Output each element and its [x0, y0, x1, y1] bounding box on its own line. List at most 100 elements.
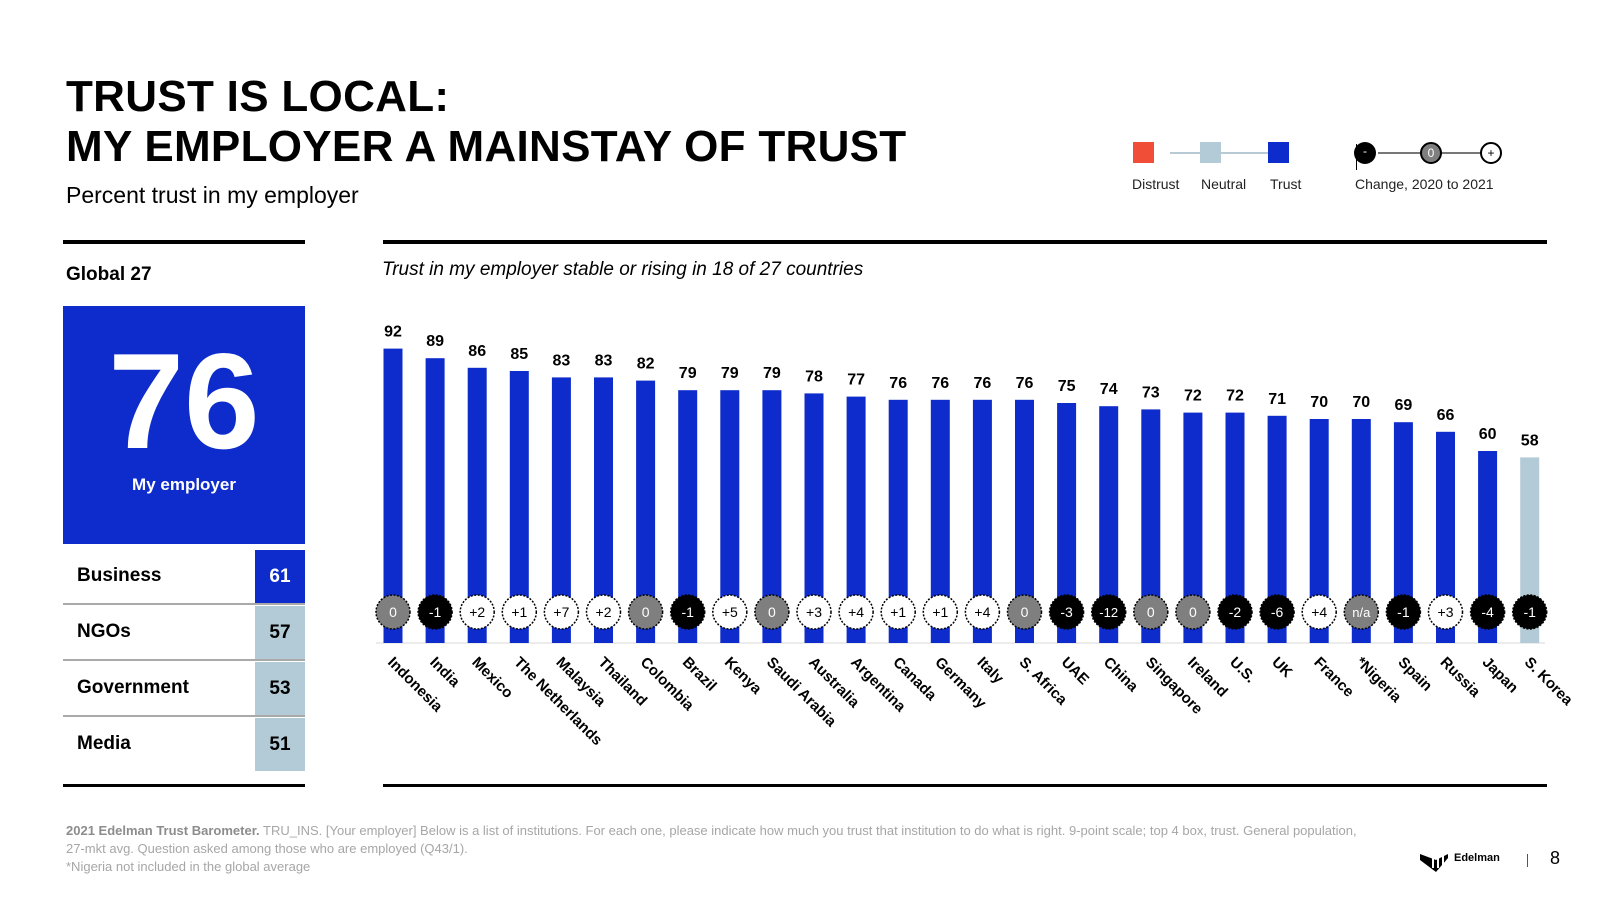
change-badge — [1217, 594, 1253, 630]
change-badge — [375, 594, 411, 630]
chart-subtitle: Trust in my employer stable or rising in… — [382, 259, 864, 280]
change-badge-label: 0 — [1021, 604, 1029, 620]
bar-value-label: 76 — [931, 375, 949, 392]
change-badge-label: +5 — [722, 604, 738, 620]
change-badge — [922, 594, 959, 630]
bar-value-label: 86 — [468, 343, 486, 360]
change-badge — [543, 594, 580, 630]
bar-value-label: 89 — [426, 333, 444, 350]
bar-value-label: 83 — [595, 352, 613, 369]
country-label: Japan — [1479, 654, 1522, 697]
legend: Distrust Neutral Trust - 0 + Change, 202… — [1132, 140, 1580, 200]
bar — [720, 390, 740, 643]
country-label: Kenya — [721, 654, 765, 698]
bar-value-label: 79 — [721, 365, 739, 382]
bar-value-label: 76 — [889, 375, 907, 392]
chart-bottom-rule — [383, 784, 1547, 787]
bar — [972, 399, 992, 643]
change-badge-label: +4 — [848, 604, 864, 620]
chart-top-rule — [383, 240, 1547, 244]
legend-distrust-swatch — [1133, 142, 1154, 163]
legend-trust-label: Trust — [1270, 176, 1302, 192]
edelman-logo: Edelman — [1418, 842, 1508, 874]
legend-connector — [1170, 152, 1286, 154]
bar — [383, 348, 403, 643]
bar — [1015, 399, 1034, 643]
bar-value-label: 71 — [1268, 391, 1286, 408]
change-badge-label: +2 — [469, 604, 485, 620]
institution-value: 57 — [255, 606, 305, 659]
bar — [888, 399, 908, 643]
bar-value-label: 72 — [1226, 388, 1244, 405]
country-label: Italy — [974, 654, 1008, 688]
institution-row: NGOs 57 — [63, 606, 305, 661]
bar — [762, 390, 782, 643]
bar — [1183, 412, 1203, 643]
bar-value-label: 70 — [1352, 394, 1370, 411]
change-badge — [459, 594, 495, 630]
bar-value-label: 75 — [1058, 378, 1076, 395]
change-badge-label: -1 — [681, 604, 694, 620]
bar-value-label: 77 — [847, 372, 865, 389]
legend-trust-swatch — [1268, 142, 1289, 163]
bar — [551, 377, 571, 643]
change-negative-dot: - — [1354, 142, 1376, 164]
country-label: China — [1100, 654, 1142, 696]
change-badge-label: 0 — [389, 604, 397, 620]
bar — [467, 367, 487, 643]
bar-value-label: 92 — [384, 324, 402, 341]
change-badge — [627, 594, 664, 630]
change-badge-label: 0 — [642, 604, 650, 620]
bar — [1057, 403, 1077, 643]
country-label: UAE — [1058, 654, 1092, 688]
change-badge-label: -6 — [1271, 604, 1284, 620]
change-badge-label: 0 — [1147, 604, 1155, 620]
country-label: UK — [1268, 654, 1295, 681]
page-number-divider — [1527, 854, 1528, 867]
institution-row: Business 61 — [63, 550, 305, 605]
change-badge — [754, 594, 790, 630]
bar — [594, 377, 613, 643]
change-badge — [1133, 594, 1169, 630]
country-label: India — [426, 654, 463, 691]
change-badge-label: -1 — [429, 604, 442, 620]
change-badge — [880, 594, 916, 630]
page-subtitle: Percent trust in my employer — [66, 182, 359, 208]
change-badge — [1469, 594, 1506, 630]
change-badge — [1090, 594, 1127, 630]
change-badge-label: -1 — [1523, 604, 1536, 620]
institution-divider — [63, 659, 305, 661]
change-badge-label: +2 — [596, 604, 612, 620]
change-badge-label: +1 — [511, 604, 527, 620]
title-line-2: MY EMPLOYER A MAINSTAY OF TRUST — [66, 122, 907, 171]
bar-value-label: 82 — [637, 356, 655, 373]
bar-value-label: 78 — [805, 368, 823, 385]
change-badge — [1343, 594, 1380, 630]
country-label: Russia — [1437, 654, 1484, 701]
change-badge — [669, 594, 706, 630]
institution-divider — [63, 715, 305, 717]
change-badge-label: +1 — [932, 604, 948, 620]
bar-value-label: 76 — [1016, 375, 1034, 392]
country-label: France — [1310, 654, 1357, 701]
edelman-logo-text: Edelman — [1454, 852, 1500, 864]
bar — [846, 396, 866, 643]
change-badge — [838, 594, 874, 630]
bar-value-label: 74 — [1100, 381, 1118, 398]
bar — [1141, 409, 1161, 643]
bar — [1099, 406, 1119, 643]
bar — [425, 358, 445, 643]
change-badge — [1048, 594, 1085, 630]
institution-name: Government — [77, 677, 189, 698]
change-badge — [501, 594, 538, 630]
bar-value-label: 72 — [1184, 388, 1202, 405]
change-badge-label: +3 — [1438, 604, 1454, 620]
change-badge-label: +4 — [974, 604, 990, 620]
bar — [509, 371, 529, 643]
page-number: 8 — [1550, 848, 1561, 868]
change-badge-label: +3 — [806, 604, 822, 620]
change-badge-label: +7 — [553, 604, 569, 620]
change-badge — [585, 594, 622, 630]
global-score-box: 76 My employer — [63, 306, 305, 544]
